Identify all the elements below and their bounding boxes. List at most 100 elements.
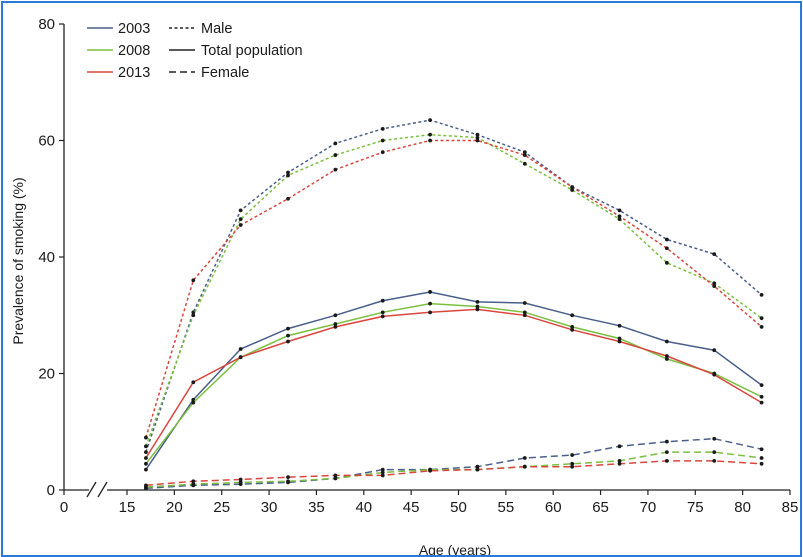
data-point [522, 153, 527, 157]
data-point [570, 185, 575, 190]
data-point [238, 347, 243, 351]
x-axis-label: Age (years) [419, 542, 491, 555]
data-point [475, 307, 480, 312]
series-2013-female [144, 458, 764, 488]
data-point [333, 473, 338, 478]
data-point [428, 138, 432, 143]
data-point [759, 325, 764, 329]
y-tick-label: 40 [38, 249, 55, 266]
data-point [144, 444, 148, 449]
data-point [712, 348, 717, 353]
data-point [380, 150, 385, 155]
x-tick-label: 40 [355, 499, 372, 516]
data-point [238, 480, 243, 485]
data-point [475, 138, 480, 143]
legend-label: 2013 [118, 65, 150, 81]
data-point [664, 357, 669, 361]
axis-break-mark [86, 481, 97, 498]
data-point [522, 464, 527, 469]
data-point [664, 458, 669, 463]
data-point [191, 482, 196, 487]
y-tick-label: 0 [47, 482, 55, 499]
data-point [522, 310, 527, 315]
data-point [664, 354, 669, 358]
data-point [617, 336, 622, 341]
data-point [286, 479, 290, 484]
data-point [617, 444, 622, 449]
y-axis-label: Prevalence of smoking (%) [10, 177, 26, 344]
x-tick-label: 20 [166, 499, 183, 516]
data-point [380, 473, 385, 478]
data-point [286, 326, 290, 331]
series-line [145, 302, 762, 465]
data-point [286, 339, 290, 344]
x-tick-label: 50 [450, 499, 467, 516]
data-point [286, 173, 290, 178]
legend-label: Male [201, 21, 232, 37]
data-point [380, 467, 385, 472]
series-2013-total-population [144, 307, 764, 460]
axis-break-mark [97, 481, 108, 498]
x-tick-label: 25 [213, 499, 230, 516]
data-point [759, 316, 764, 321]
data-point [333, 476, 338, 481]
x-tick-label: 15 [119, 499, 136, 516]
data-point [238, 223, 243, 227]
data-point [712, 281, 717, 286]
data-point [238, 477, 243, 482]
data-point [144, 461, 148, 466]
data-point [333, 167, 338, 172]
data-point [522, 161, 527, 166]
x-tick-label: 60 [545, 499, 562, 516]
data-point [522, 313, 527, 318]
data-point [144, 483, 148, 488]
data-point [475, 299, 480, 304]
legend-label: 2003 [118, 21, 150, 37]
data-point [617, 217, 622, 222]
data-point [333, 322, 338, 326]
axes: 0 20 40 60 80 0 15 20 25 30 35 40 45 50 55 60 65 70 75 80 85 [38, 16, 798, 516]
x-tick-label: 35 [308, 499, 325, 516]
data-point [664, 450, 669, 455]
data-point [238, 355, 243, 360]
data-point [475, 304, 480, 309]
data-point [333, 313, 338, 318]
data-point [475, 132, 480, 137]
data-point [380, 126, 385, 131]
data-point [522, 301, 527, 305]
data-point [144, 456, 148, 460]
data-point [759, 447, 764, 452]
data-point [191, 400, 196, 405]
data-point [191, 479, 196, 484]
legend-label: Total population [201, 43, 303, 59]
legend-label: Female [201, 65, 249, 81]
data-point [238, 217, 243, 222]
series-2003-total-population [144, 290, 764, 472]
data-point [191, 310, 196, 315]
data-point [664, 439, 669, 444]
data-point [380, 314, 385, 319]
data-point [617, 323, 622, 328]
data-point [475, 464, 480, 469]
data-point [286, 333, 290, 338]
data-point [570, 188, 575, 192]
data-point [570, 464, 575, 469]
x-tick-label: 45 [403, 499, 420, 516]
data-point [428, 118, 432, 123]
x-tick-label: 80 [734, 499, 751, 516]
data-point [617, 208, 622, 213]
data-point [617, 458, 622, 463]
data-point [286, 170, 290, 175]
data-point [759, 383, 764, 388]
legend-label: 2008 [118, 43, 150, 59]
series-line [145, 139, 763, 438]
series-2003-male [144, 118, 764, 455]
y-tick-label: 60 [38, 133, 55, 150]
data-point [380, 138, 385, 143]
x-tick-label: 0 [60, 499, 68, 516]
data-point [191, 380, 196, 385]
series-2008-total-population [144, 301, 764, 466]
series-line [145, 119, 763, 453]
data-point [380, 310, 385, 315]
data-point [144, 467, 148, 472]
